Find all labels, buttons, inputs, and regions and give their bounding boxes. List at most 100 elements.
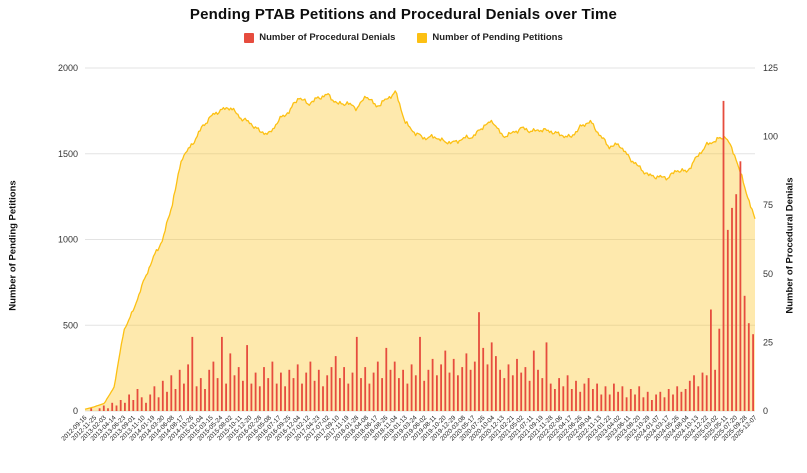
denials-bar — [549, 383, 552, 411]
denials-bar — [229, 353, 232, 411]
legend-item-procedural-denials[interactable]: Number of Procedural Denials — [244, 32, 395, 43]
denials-bar — [457, 375, 459, 411]
denials-bar — [296, 364, 299, 411]
denials-bar — [309, 361, 312, 411]
denials-bar — [520, 372, 523, 411]
denials-bar — [503, 378, 506, 411]
denials-bar — [431, 358, 434, 411]
denials-bar — [444, 350, 447, 411]
denials-bar — [267, 378, 270, 411]
denials-bar — [537, 369, 539, 411]
denials-bar — [98, 408, 101, 411]
denials-bar — [233, 375, 236, 411]
denials-bar — [617, 391, 619, 411]
legend-item-pending-petitions[interactable]: Number of Pending Petitions — [417, 32, 563, 43]
denials-bar — [495, 356, 497, 411]
denials-bar — [545, 342, 548, 411]
denials-bar — [452, 358, 455, 411]
denials-bar — [436, 375, 438, 411]
y-tick-label-left: 0 — [73, 406, 78, 416]
denials-bar — [410, 364, 413, 411]
denials-bar — [592, 389, 594, 411]
denials-bar — [427, 369, 430, 411]
denials-bar — [288, 369, 291, 411]
y-tick-label-left: 1000 — [58, 235, 78, 245]
denials-bar — [684, 389, 687, 411]
y-tick-label-right: 50 — [763, 269, 773, 279]
denials-bar — [107, 408, 109, 411]
denials-bar — [355, 336, 358, 411]
denials-bar — [145, 402, 147, 411]
denials-bar — [499, 369, 501, 411]
denials-bar — [364, 367, 367, 411]
denials-bar — [174, 389, 177, 411]
denials-bar — [693, 375, 695, 411]
denials-bar — [743, 295, 746, 411]
denials-bar — [718, 328, 721, 411]
y-tick-label-right: 100 — [763, 132, 778, 142]
denials-bar — [102, 405, 105, 411]
denials-bar — [419, 336, 421, 411]
denials-bar — [516, 358, 518, 411]
denials-bar — [393, 361, 396, 411]
denials-bar — [157, 397, 160, 411]
denials-bar — [638, 386, 641, 411]
denials-bar — [305, 372, 308, 411]
denials-bar — [208, 369, 211, 411]
petitions-legend-swatch-icon — [417, 32, 428, 43]
denials-bar — [402, 369, 404, 411]
denials-bar — [161, 380, 164, 411]
denials-bar — [469, 369, 472, 411]
denials-bar — [132, 400, 135, 411]
denials-bar — [532, 350, 535, 411]
denials-bar — [275, 383, 278, 411]
denials-bar — [478, 312, 480, 411]
denials-bar — [731, 207, 733, 411]
denials-bar — [667, 389, 670, 411]
denials-bar — [710, 309, 712, 411]
denials-bar — [191, 336, 194, 411]
denials-bar — [372, 372, 375, 411]
denials-bar — [701, 372, 704, 411]
denials-bar — [195, 386, 198, 411]
denials-bar — [646, 391, 649, 411]
denials-bar — [613, 383, 615, 411]
denials-bar — [225, 383, 227, 411]
denials-bar — [566, 375, 569, 411]
denials-bar — [199, 378, 202, 411]
denials-bar — [237, 367, 240, 411]
denials-bar — [490, 342, 493, 411]
denials-bar — [347, 383, 350, 411]
denials-bar — [322, 386, 324, 411]
denials-bar — [242, 380, 244, 411]
legend: Number of Procedural Denials Number of P… — [0, 32, 807, 43]
denials-bar — [385, 347, 388, 411]
denials-bar — [570, 389, 573, 411]
denials-bar — [655, 394, 657, 411]
denials-bar — [423, 380, 426, 411]
denials-bar — [739, 161, 742, 411]
denials-bar — [587, 378, 590, 411]
denials-legend-swatch-icon — [244, 32, 255, 43]
denials-bar — [153, 386, 156, 411]
denials-bar — [440, 364, 442, 411]
denials-bar — [360, 378, 362, 411]
denials-bar — [136, 389, 139, 411]
denials-bar — [368, 383, 371, 411]
denials-bar — [263, 367, 265, 411]
denials-bar — [554, 389, 556, 411]
denials-bar — [204, 389, 206, 411]
denials-bar — [221, 336, 223, 411]
denials-bar — [726, 229, 729, 411]
denials-bar — [579, 391, 582, 411]
denials-bar — [672, 394, 674, 411]
denials-bar — [140, 397, 143, 411]
denials-bar — [697, 386, 700, 411]
denials-bar — [688, 380, 691, 411]
denials-bar — [334, 356, 337, 411]
petitions-area — [85, 90, 755, 412]
denials-bar — [271, 361, 274, 411]
denials-bar — [216, 378, 219, 411]
chart-title: Pending PTAB Petitions and Procedural De… — [189, 6, 618, 23]
denials-bar — [461, 367, 464, 411]
